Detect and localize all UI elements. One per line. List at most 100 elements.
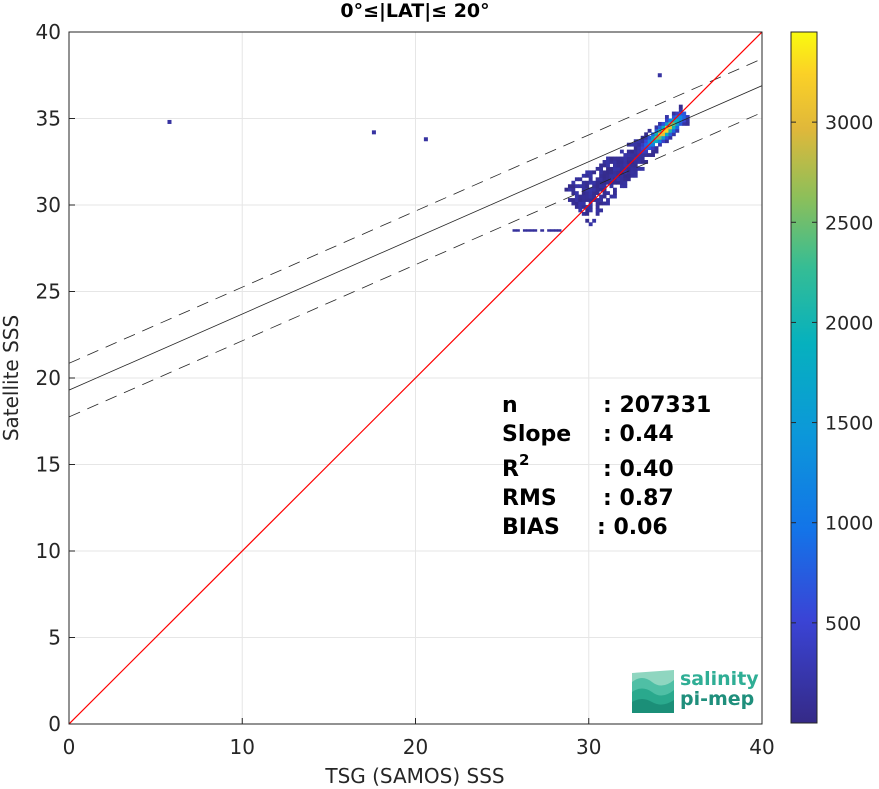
density-cell <box>633 153 638 157</box>
density-cell <box>630 142 635 147</box>
density-cell <box>613 156 617 161</box>
chart-title: 0°≤|LAT|≤ 20° <box>340 0 489 22</box>
density-cell <box>633 142 638 147</box>
density-cell <box>658 135 662 140</box>
density-cell <box>550 229 555 232</box>
density-cell <box>664 118 669 123</box>
density-cell <box>599 163 604 168</box>
density-cell <box>613 173 617 178</box>
y-axis-ticks: 0 5 10 15 20 25 30 35 40 <box>36 20 75 736</box>
density-cell <box>581 205 586 209</box>
density-cell <box>623 177 628 182</box>
outlier-cell <box>167 119 172 124</box>
stat-r2-label: R2 <box>502 451 529 482</box>
logo-text-salinity: salinity <box>680 668 759 690</box>
density-cell <box>664 128 669 133</box>
density-cell <box>606 163 610 168</box>
density-cell <box>623 160 628 164</box>
density-cell <box>581 191 586 196</box>
density-cell <box>647 128 652 133</box>
outlier-cell <box>423 137 428 142</box>
density-cell <box>609 156 614 161</box>
density-cell <box>630 170 635 175</box>
density-cell <box>626 170 631 175</box>
density-cell <box>571 184 576 189</box>
density-cell <box>595 191 600 196</box>
density-cell <box>585 208 590 213</box>
density-cell <box>599 173 604 178</box>
density-cell <box>585 184 590 189</box>
density-cell <box>595 205 600 209</box>
density-cell <box>654 128 659 133</box>
density-cell <box>626 153 631 157</box>
density-cell <box>626 177 631 182</box>
density-cell <box>623 184 628 189</box>
density-cell <box>626 149 631 154</box>
density-cell <box>588 205 593 209</box>
colorbar <box>790 31 818 724</box>
density-cell <box>633 160 638 164</box>
density-cell <box>664 135 669 140</box>
y-axis-label: Satellite SSS <box>0 315 23 441</box>
density-cell <box>637 142 642 147</box>
density-cell <box>675 128 680 133</box>
density-cell <box>619 156 624 161</box>
density-cell <box>626 160 631 164</box>
density-cell <box>602 173 607 178</box>
density-cell <box>592 180 597 185</box>
wave-icon <box>632 670 674 713</box>
density-cell <box>578 194 583 199</box>
density-cell <box>651 153 655 157</box>
density-cell <box>567 198 572 202</box>
density-cell <box>585 198 590 202</box>
density-cell <box>623 163 628 168</box>
density-cell <box>609 170 614 175</box>
density-cell <box>678 115 683 119</box>
density-cell <box>626 156 631 161</box>
regression-lines <box>69 58 762 418</box>
density-cell <box>630 149 635 154</box>
density-cell <box>658 125 662 130</box>
density-cell <box>671 111 676 116</box>
density-cell <box>654 139 659 144</box>
density-cell <box>644 153 649 157</box>
density-cell <box>581 194 586 199</box>
density-cell <box>599 208 604 213</box>
density-cell <box>630 156 635 161</box>
density-cell <box>619 180 624 185</box>
density-cell <box>595 166 600 171</box>
density-cell <box>592 170 597 175</box>
density-cell <box>602 170 607 175</box>
density-cell <box>574 184 579 189</box>
density-cell <box>609 173 614 178</box>
density-cell <box>668 132 673 137</box>
density-cell <box>595 211 600 216</box>
density-cell <box>661 125 666 130</box>
density-cell <box>664 121 669 126</box>
density-cell <box>522 229 527 232</box>
density-cell <box>578 205 583 209</box>
density-cell <box>616 177 621 182</box>
density-cell <box>585 180 590 185</box>
density-cell <box>613 160 617 164</box>
stat-bias-label: BIAS <box>502 515 560 540</box>
density-cell <box>574 205 579 209</box>
density-cell <box>647 139 652 144</box>
density-cell <box>661 135 666 140</box>
density-cell <box>668 128 673 133</box>
density-cell <box>512 229 517 232</box>
density-cell <box>581 184 586 189</box>
density-cell <box>585 194 590 199</box>
density-cell <box>578 201 583 206</box>
density-cell <box>644 135 649 140</box>
stat-slope-value: : 0.44 <box>603 422 674 447</box>
density-cell <box>613 194 617 199</box>
density-cell <box>515 229 520 232</box>
density-cell <box>599 184 604 189</box>
colorbar-tick-label: 2000 <box>825 312 873 334</box>
density-cell <box>588 173 593 178</box>
density-cell <box>630 173 635 178</box>
density-cell <box>633 170 638 175</box>
density-cell <box>619 149 624 154</box>
density-cell <box>678 104 683 109</box>
